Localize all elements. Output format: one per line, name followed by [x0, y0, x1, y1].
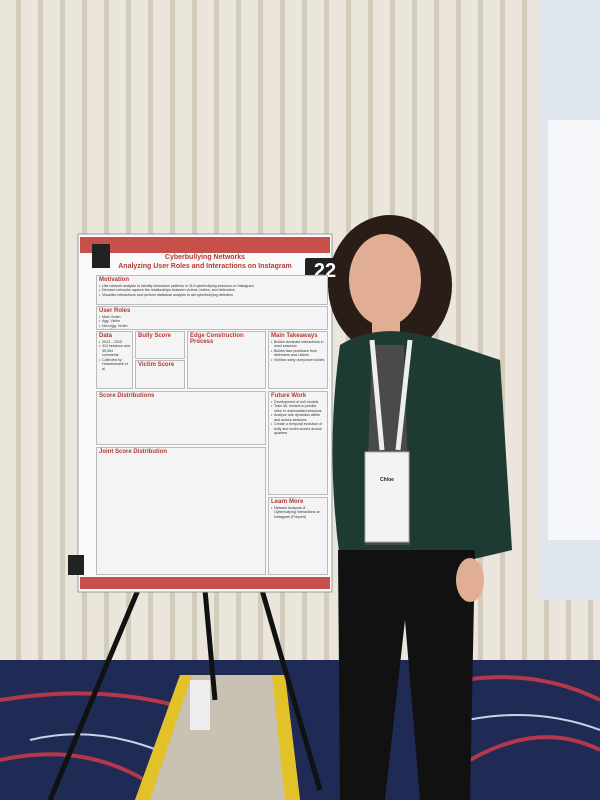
section-item: Victims rarely overpower bullies [269, 358, 327, 362]
lanyard [395, 339, 413, 451]
easel-leg [259, 589, 323, 791]
poster-header [80, 237, 330, 253]
section-item: Agg. Defender [97, 328, 327, 329]
poster-section: MotivationUse network analysis to identi… [96, 275, 328, 305]
section-item: Network Analysis of Cyberbullying Intera… [269, 506, 327, 519]
poster-section: Joint Score Distribution [96, 447, 266, 575]
poster-section: Data2013 – 2015414 sessions and 35,364 c… [96, 331, 133, 389]
poster-section: Edge Construction Process [187, 331, 266, 389]
poster-section: Learn MoreNetwork Analysis of Cyberbully… [268, 497, 328, 575]
section-item: Directed networks capture the relationsh… [97, 288, 327, 292]
carpet-pattern [0, 675, 600, 792]
section-item: Main Victim [97, 315, 327, 319]
section-item: Collected by Hosseinmardi et al. [97, 358, 132, 371]
section-item: Non Agg. Victim [97, 324, 327, 328]
section-heading: Data [99, 333, 113, 339]
hand [456, 558, 484, 602]
section-item: Bullies face pushback from defenders and… [269, 349, 327, 358]
window-pane [548, 120, 600, 540]
face [349, 234, 421, 326]
poster-subtitle: Analyzing User Roles and Interactions on… [118, 263, 292, 270]
poster-section: Bully Score [135, 331, 185, 359]
section-item: Create a temporal evolution of bully and… [269, 422, 327, 435]
poster-footer [80, 577, 330, 589]
badge-name: Chloe [380, 477, 394, 483]
binder-clip [92, 244, 110, 268]
section-item: 414 sessions and 35,364 comments [97, 344, 132, 357]
poster-section: Future WorkDevelopment of null modelsTra… [268, 391, 328, 495]
floor-stripe [272, 675, 300, 800]
section-heading: Score Distributions [99, 393, 155, 399]
section-item: Visualize interactions and perform stati… [97, 293, 327, 297]
section-item: Agg. Victim [97, 319, 327, 323]
section-heading: Future Work [271, 393, 307, 399]
section-heading: Edge Construction Process [190, 333, 244, 345]
easel-leg [202, 589, 218, 701]
section-heading: Joint Score Distribution [99, 449, 168, 455]
badge [364, 451, 410, 543]
poster-title: Cyberbullying Networks [164, 254, 246, 261]
poster-section: Victim Score [135, 360, 185, 389]
section-heading: Main Takeaways [271, 333, 318, 339]
trousers [338, 550, 475, 800]
binder-clip [68, 555, 84, 575]
lanyard [369, 339, 385, 451]
section-item: Train ML models to predict roles in unan… [269, 404, 327, 413]
jacket [332, 331, 512, 560]
section-heading: Learn More [271, 499, 304, 505]
section-heading: User Roles [99, 308, 131, 314]
floor-stripe [135, 675, 192, 800]
section-heading: Bully Score [138, 333, 172, 339]
section-item: 2013 – 2015 [97, 340, 132, 344]
easel-foot [190, 680, 210, 730]
section-item: Use network analysis to identify interac… [97, 284, 327, 288]
poster-section: Main TakeawaysBullies dominate interacti… [268, 331, 328, 389]
section-item: Analyze role dynamics within and across … [269, 413, 327, 422]
poster-section: User RolesMain VictimAgg. VictimNon Agg.… [96, 306, 328, 330]
easel-leg [47, 589, 141, 800]
section-heading: Motivation [99, 277, 129, 283]
poster-section: Score Distributions [96, 391, 266, 445]
section-item: Development of null models [269, 400, 327, 404]
section-item: Bullies dominate interactions in most se… [269, 340, 327, 349]
section-heading: Victim Score [138, 362, 175, 368]
